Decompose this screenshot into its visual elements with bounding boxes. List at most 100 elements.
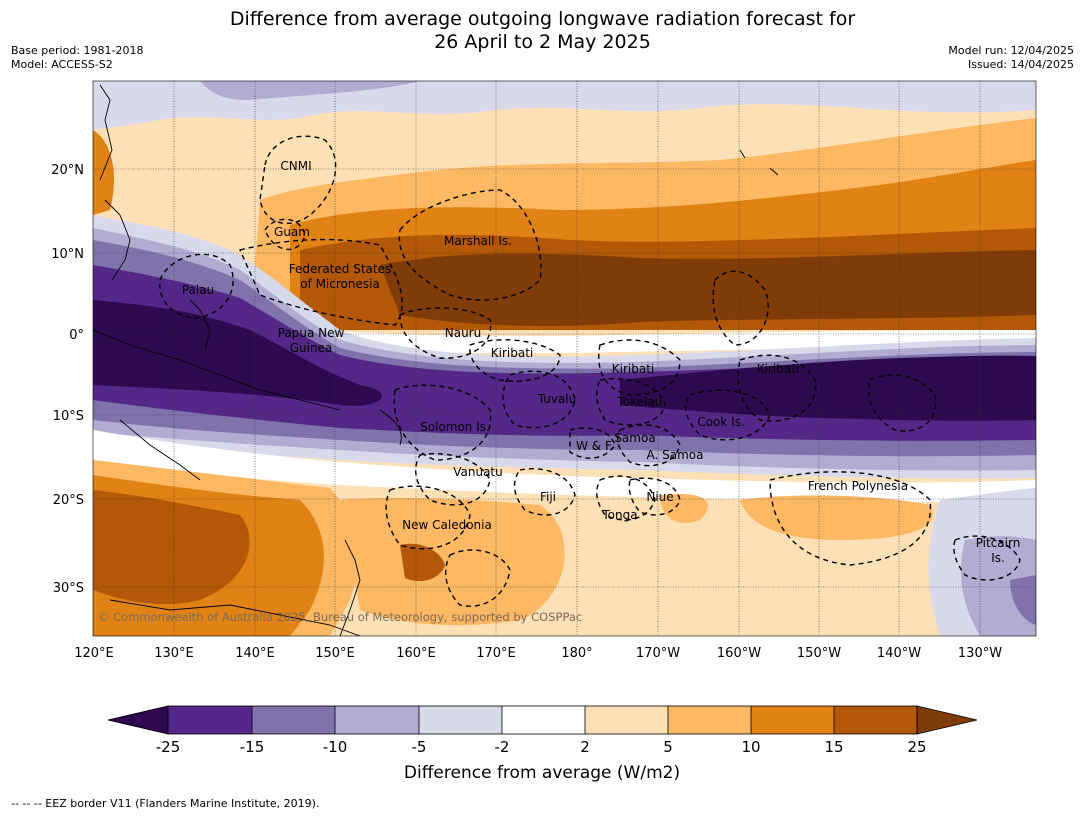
field-south-white: [93, 430, 1036, 503]
label-samoa: Samoa: [614, 431, 655, 445]
label-cook: Cook Is.: [697, 415, 744, 429]
lon-label: 140°E: [235, 646, 275, 661]
label-pitcairn-2: Is.: [991, 551, 1005, 565]
lon-axis-labels: 120°E 130°E 140°E 150°E 160°E 170°E 180°…: [74, 646, 1002, 661]
field-s-orange: [340, 497, 565, 626]
field-nw-orange: [93, 130, 114, 215]
field-darkpurple-east: [620, 355, 1036, 421]
field-sw-brown: [93, 490, 250, 605]
field-n-brown: [380, 250, 1036, 326]
cb-tick-label: 5: [663, 738, 673, 756]
cb-extend-low: [107, 705, 169, 735]
map-frame: [92, 80, 1037, 637]
lat-label: 20°N: [51, 163, 84, 178]
cb-bin: [751, 706, 834, 734]
cb-bin: [585, 706, 668, 734]
cb-tick-label: -15: [240, 738, 265, 756]
lon-label: 170°W: [636, 646, 680, 661]
cb-extend-high: [916, 705, 978, 735]
field-north-purple: [200, 81, 420, 100]
label-pitcairn-1: Pitcairn: [976, 536, 1021, 550]
eez-legend-note: -- -- -- EEZ border V11 (Flanders Marine…: [11, 797, 320, 810]
field-s-orange-spot: [660, 493, 708, 523]
title-line-1: Difference from average outgoing longwav…: [229, 8, 856, 30]
label-cnmi: CNMI: [280, 159, 311, 173]
meta-right: Model run: 12/04/2025 Issued: 14/04/2025: [948, 44, 1074, 72]
cb-tick-label: 2: [580, 738, 590, 756]
lon-label: 180°: [561, 646, 592, 661]
lon-label: 170°E: [476, 646, 516, 661]
lat-label: 20°S: [53, 493, 84, 508]
field-se-purple-dark: [1010, 575, 1036, 625]
cb-tick-label: -2: [495, 738, 510, 756]
label-tuvalu: Tuvalu: [537, 392, 577, 406]
label-png-1: Papua New: [278, 326, 345, 340]
lon-label: 160°W: [717, 646, 761, 661]
model-run: Model run: 12/04/2025: [948, 44, 1074, 57]
copyright-notice: © Commonwealth of Australia 2025, Bureau…: [98, 610, 582, 624]
label-fsm-1: Federated States: [289, 262, 391, 276]
base-period: Base period: 1981-2018: [11, 44, 144, 57]
cb-tick-label: 10: [741, 738, 760, 756]
label-asamoa: A. Samoa: [647, 448, 704, 462]
label-kiribati-w: Kiribati: [491, 346, 533, 360]
label-fiji: Fiji: [540, 490, 556, 504]
label-vanuatu: Vanuatu: [453, 465, 503, 479]
colorbar-title: Difference from average (W/m2): [404, 763, 680, 783]
label-png-2: Guinea: [290, 341, 333, 355]
cb-bin: [502, 706, 585, 734]
cb-tick-label: -5: [412, 738, 427, 756]
model-name: Model: ACCESS-S2: [11, 58, 113, 71]
region-labels: CNMI Guam Marshall Is. Federated States …: [182, 159, 1020, 565]
cb-tick-label: -10: [323, 738, 348, 756]
field-s-brown-spot: [400, 543, 445, 582]
label-tokelau: Tokelau: [617, 395, 663, 409]
lon-label: 130°W: [958, 646, 1002, 661]
label-solomon: Solomon Is.: [420, 420, 490, 434]
lat-label: 10°S: [53, 409, 84, 424]
cb-tick-label: 15: [824, 738, 843, 756]
meta-left: Base period: 1981-2018 Model: ACCESS-S2: [11, 44, 143, 72]
cb-bin: [252, 706, 335, 734]
olr-anomaly-field: CNMI Guam Marshall Is. Federated States …: [93, 81, 1036, 636]
label-palau: Palau: [182, 283, 214, 297]
label-kiribati-e: Kiribati: [757, 362, 799, 376]
cb-tick-label: -25: [156, 738, 181, 756]
cb-bin: [834, 706, 917, 734]
lon-label: 130°E: [154, 646, 194, 661]
eez-borders: [159, 135, 1021, 607]
lat-label: 0°: [69, 328, 84, 343]
lon-label: 120°E: [74, 646, 114, 661]
lon-label: 160°E: [396, 646, 436, 661]
lon-label: 150°W: [797, 646, 841, 661]
label-wf: W & F: [576, 439, 612, 453]
label-new-caledonia: New Caledonia: [402, 518, 492, 532]
cb-bin: [419, 706, 502, 734]
cb-bin: [168, 706, 252, 734]
lon-label: 150°E: [315, 646, 355, 661]
cb-tick-label: 25: [907, 738, 926, 756]
lat-label: 10°N: [51, 247, 84, 262]
cb-bin: [668, 706, 751, 734]
field-se-orange: [740, 495, 933, 540]
field-darkpurple-west: [93, 300, 382, 406]
label-french-polynesia: French Polynesia: [808, 479, 908, 493]
label-tonga: Tonga: [601, 508, 637, 522]
lon-label: 140°W: [877, 646, 921, 661]
label-fsm-2: of Micronesia: [300, 277, 380, 291]
colorbar: -25 -15 -10 -5 -2 2 5 10 15 25 Differenc…: [107, 705, 978, 783]
label-guam: Guam: [274, 225, 310, 239]
lat-axis-labels: 20°N 10°N 0° 10°S 20°S 30°S: [51, 163, 84, 596]
label-marshall: Marshall Is.: [444, 234, 512, 248]
coastlines: [93, 84, 779, 636]
title-line-2: 26 April to 2 May 2025: [434, 31, 651, 53]
issued-date: Issued: 14/04/2025: [967, 58, 1074, 71]
lat-label: 30°S: [53, 581, 84, 596]
label-nauru: Nauru: [445, 326, 481, 340]
cb-bin: [335, 706, 419, 734]
label-niue: Niue: [646, 490, 673, 504]
chart-title: Difference from average outgoing longwav…: [0, 8, 1085, 54]
gridlines: [93, 81, 1036, 636]
label-kiribati-c: Kiribati: [612, 362, 654, 376]
